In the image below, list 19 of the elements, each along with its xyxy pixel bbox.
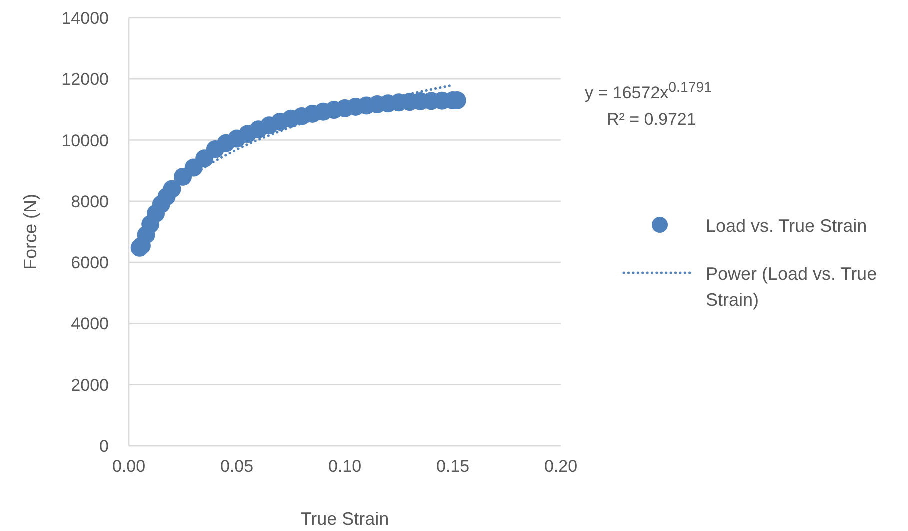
y-tick-label: 10000 xyxy=(62,131,109,150)
y-tick-label: 14000 xyxy=(62,9,109,28)
x-tick-label: 0.15 xyxy=(436,457,470,476)
x-tick-label: 0.00 xyxy=(112,457,146,476)
x-axis-title: True Strain xyxy=(300,509,390,529)
x-tick-label: 0.10 xyxy=(328,457,362,476)
x-tick-label: 0.20 xyxy=(544,457,578,476)
text: y = 16572x$^{0.1791}$ xyxy=(585,80,712,104)
y-tick-label: 2000 xyxy=(71,376,109,395)
legend-label: Power (Load vs. True Strain) xyxy=(706,263,878,312)
y-tick-label: 4000 xyxy=(71,314,109,334)
text: R² = 0.9721 xyxy=(607,110,696,130)
y-tick-label: 0 xyxy=(100,437,109,456)
y-tick-label: 6000 xyxy=(71,254,109,273)
y-tick-label: 12000 xyxy=(62,70,109,90)
y-tick-label: 8000 xyxy=(71,192,109,212)
legend-label: Load vs. True Strain xyxy=(706,215,868,238)
x-tick-label: 0.05 xyxy=(220,457,254,476)
y-axis-title: Force (N) xyxy=(20,194,40,270)
